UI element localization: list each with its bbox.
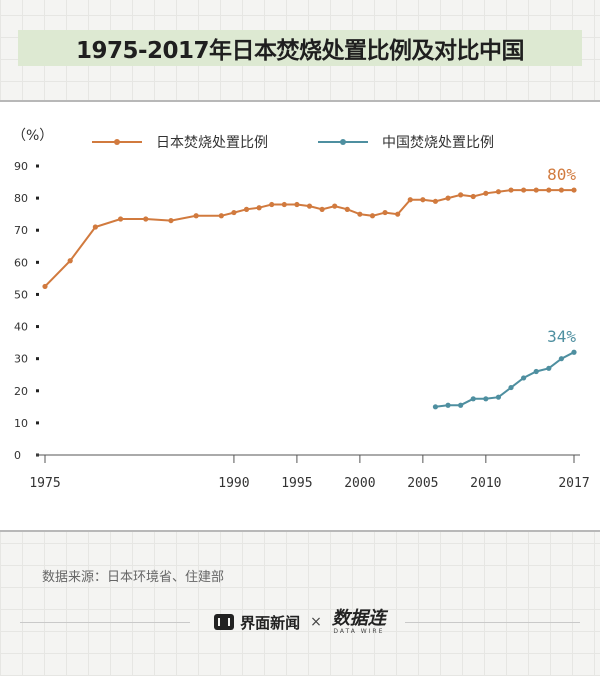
end-label-0: 80% [547, 165, 576, 184]
data-point-1 [495, 394, 502, 400]
x-tick-label: 2017 [558, 476, 589, 491]
x-tick-label: 1990 [218, 476, 249, 491]
data-point-0 [344, 206, 350, 212]
data-point-0 [395, 211, 401, 217]
y-tick-mark [36, 357, 39, 361]
y-tick-mark [36, 164, 39, 168]
datawire-brand-sub: DATA WIRE [333, 627, 385, 635]
data-point-0 [143, 216, 149, 222]
data-point-0 [558, 187, 565, 193]
data-point-0 [92, 224, 98, 230]
data-point-0 [521, 187, 527, 193]
line-chart: （%） 0 10 20 30 40 50 60 70 80 90 1975 1990 1995 2000 20… [12, 128, 590, 491]
data-point-1 [558, 356, 565, 362]
x-tick-label: 2000 [344, 476, 375, 491]
data-point-1 [432, 404, 439, 410]
data-point-0 [571, 187, 577, 193]
data-point-0 [42, 283, 48, 290]
y-tick-label: 60 [14, 256, 28, 269]
data-point-0 [269, 201, 275, 208]
data-point-0 [407, 197, 413, 203]
data-point-0 [193, 213, 199, 219]
data-point-1 [521, 375, 527, 381]
data-point-0 [294, 201, 300, 208]
y-tick-label: 10 [14, 417, 28, 430]
x-tick-label: 2005 [407, 476, 438, 491]
data-point-0 [483, 190, 489, 196]
data-point-1 [546, 365, 552, 371]
data-point-0 [231, 209, 237, 216]
jiemian-brand-text: 界面新闻 [240, 613, 301, 632]
y-tick-mark [36, 196, 39, 200]
y-tick-label: 90 [14, 160, 28, 173]
data-point-0 [432, 198, 439, 204]
y-tick-mark [36, 292, 39, 296]
data-point-0 [357, 211, 363, 217]
data-point-1 [571, 349, 577, 355]
jiemian-logo: 界面新闻 [214, 612, 300, 633]
legend-marker-1 [340, 139, 346, 145]
y-tick-label: 40 [14, 321, 28, 334]
data-point-0 [445, 195, 451, 201]
x-tick-label: 2010 [470, 476, 501, 491]
data-point-0 [546, 187, 552, 193]
data-point-0 [67, 258, 73, 264]
data-point-0 [495, 189, 502, 195]
x-tick-label: 1975 [29, 476, 60, 491]
y-tick-mark [36, 325, 39, 329]
y-tick-mark [36, 228, 39, 232]
jiemian-icon [214, 614, 235, 630]
data-point-1 [458, 402, 464, 408]
title-band [18, 30, 582, 66]
end-label-1: 34% [547, 327, 576, 346]
chart-panel [0, 100, 600, 532]
y-tick-label: 20 [14, 385, 28, 398]
legend-label-0: 日本焚烧处置比例 [156, 135, 268, 151]
y-axis-label: （%） [12, 128, 53, 144]
legend-marker-0 [114, 139, 120, 145]
collab-separator: × [310, 614, 322, 630]
y-tick-label: 50 [14, 288, 28, 301]
y-tick-mark [36, 260, 39, 264]
x-tick-label: 1995 [281, 476, 312, 491]
source-note: 数据来源：日本环境省、住建部 [42, 570, 225, 585]
y-tick-label: 30 [14, 353, 28, 366]
data-point-0 [168, 217, 174, 224]
data-point-0 [243, 206, 250, 212]
datawire-logo: 数据连 DATA WIRE [331, 607, 386, 635]
data-point-0 [508, 187, 514, 193]
footer-divider-left [20, 622, 190, 623]
data-point-0 [533, 187, 539, 193]
data-point-0 [458, 192, 464, 198]
datawire-brand-text: 数据连 [331, 607, 386, 629]
data-point-0 [117, 216, 124, 222]
y-tick-label: 80 [14, 192, 28, 205]
data-point-1 [533, 368, 539, 375]
data-point-1 [508, 384, 514, 391]
y-tick-label: 70 [14, 224, 28, 237]
footer: 界面新闻 × 数据连 DATA WIRE [0, 608, 600, 636]
series-line-1 [435, 351, 575, 408]
data-point-0 [369, 213, 376, 219]
data-point-1 [470, 396, 476, 402]
data-point-0 [281, 201, 287, 208]
legend-label-1: 中国焚烧处置比例 [382, 135, 494, 151]
data-point-0 [420, 197, 426, 203]
data-point-0 [382, 209, 388, 216]
data-point-0 [319, 206, 325, 212]
data-point-1 [483, 396, 489, 402]
data-point-0 [470, 193, 476, 200]
y-tick-mark [36, 421, 39, 425]
chart-title: 1975-2017年日本焚烧处置比例及对比中国 [75, 38, 525, 64]
footer-divider-right [405, 622, 580, 623]
data-point-0 [256, 205, 262, 211]
data-point-1 [445, 402, 451, 408]
data-point-0 [218, 213, 224, 219]
y-tick-label: 0 [14, 449, 21, 462]
data-point-0 [332, 203, 338, 209]
data-point-0 [306, 203, 313, 209]
y-tick-mark [36, 389, 39, 393]
